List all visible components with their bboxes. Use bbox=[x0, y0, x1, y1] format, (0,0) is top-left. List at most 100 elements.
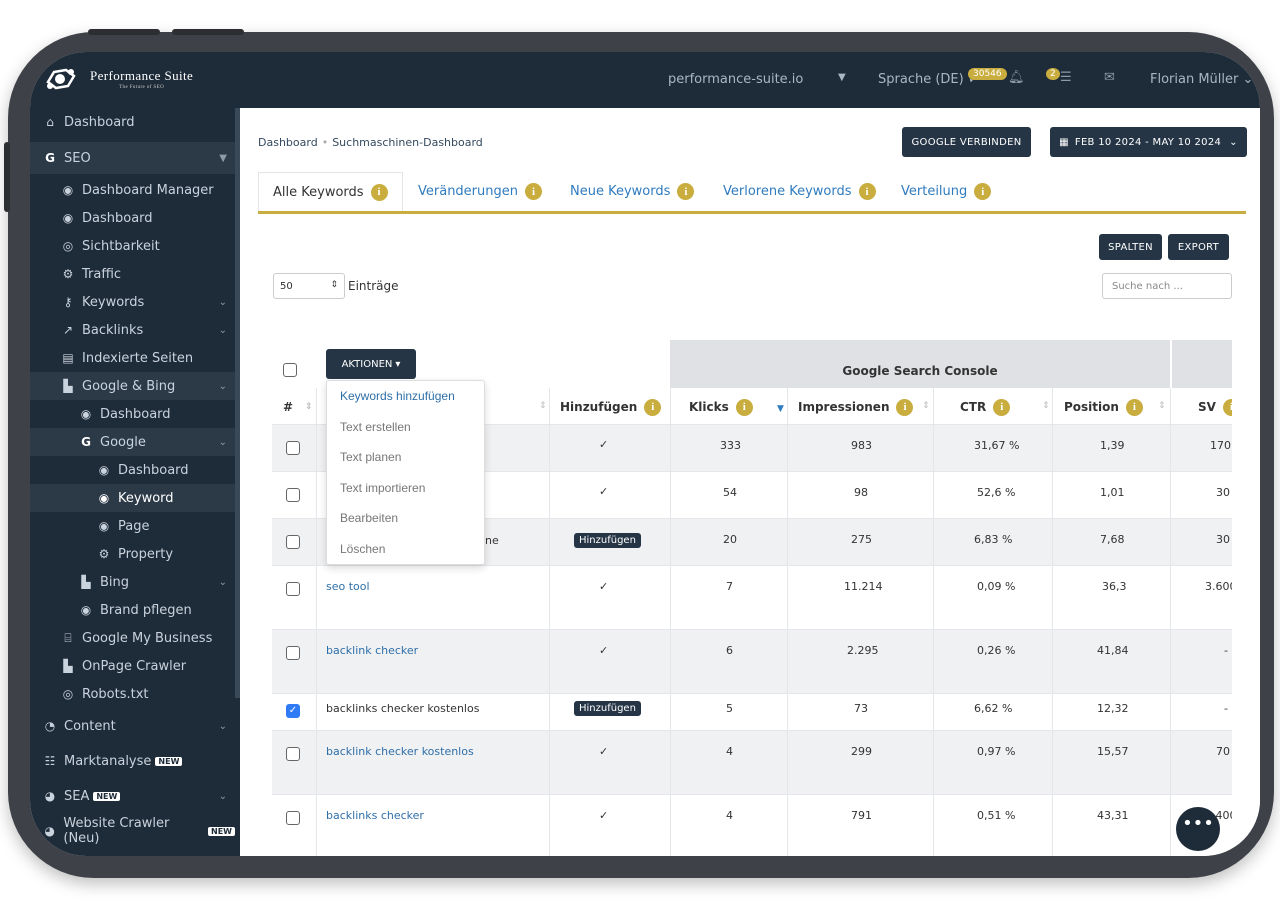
sidebar-item-sea[interactable]: ◕ SEA NEW ⌄ bbox=[30, 779, 235, 813]
table-row bbox=[272, 693, 1232, 730]
select-all-checkbox[interactable] bbox=[283, 363, 297, 377]
sv-cell: 30 bbox=[1216, 533, 1230, 546]
th-clicks[interactable]: Klicks i bbox=[689, 390, 753, 424]
th-ctr[interactable]: CTR i bbox=[960, 390, 1011, 424]
th-impressions[interactable]: Impressionen i bbox=[798, 390, 914, 424]
info-icon[interactable]: i bbox=[974, 183, 992, 200]
google-connect-button[interactable]: GOOGLE VERBINDEN bbox=[902, 127, 1031, 157]
logo[interactable]: Performance Suite The Future of SEO bbox=[44, 64, 193, 94]
sidebar-item-google-bing[interactable]: ▙ Google & Bing ⌄ bbox=[30, 372, 235, 400]
menu-item-create-text[interactable]: Text erstellen bbox=[340, 420, 411, 434]
sidebar-item-content[interactable]: ◔ Content ⌄ bbox=[30, 709, 235, 743]
row-checkbox[interactable] bbox=[286, 747, 300, 761]
tab-all-keywords[interactable]: Alle Keywords i bbox=[258, 172, 403, 211]
sidebar-label: Google My Business bbox=[82, 630, 213, 646]
page-size-select[interactable]: 50 ⇕ bbox=[273, 273, 345, 299]
row-checkbox[interactable] bbox=[286, 646, 300, 660]
domain-selector[interactable]: performance-suite.io bbox=[668, 72, 804, 87]
sidebar-item-dashboard[interactable]: ⌂ Dashboard bbox=[30, 108, 235, 136]
tab-distribution[interactable]: Verteilung i bbox=[901, 172, 992, 211]
info-icon[interactable]: i bbox=[735, 398, 753, 416]
sidebar-item-traffic[interactable]: ⚙ Traffic bbox=[30, 260, 235, 288]
list-icon[interactable]: ☰ bbox=[1060, 70, 1072, 85]
row-checkbox-checked[interactable]: ✓ bbox=[286, 704, 300, 718]
domain-caret-icon[interactable]: ▼ bbox=[838, 72, 846, 83]
add-keyword-button[interactable]: Hinzufügen bbox=[574, 533, 641, 548]
sidebar-item-robots[interactable]: ◎ Robots.txt bbox=[30, 680, 235, 708]
sidebar-item-crawler[interactable]: ◕ Website Crawler (Neu) NEW bbox=[30, 814, 235, 848]
sidebar-item-onpage[interactable]: ▙ OnPage Crawler bbox=[30, 652, 235, 680]
sort-icon[interactable]: ⇕ bbox=[1042, 401, 1050, 411]
info-icon[interactable]: i bbox=[525, 183, 542, 200]
tab-new-keywords[interactable]: Neue Keywords i bbox=[570, 172, 695, 211]
info-icon[interactable]: i bbox=[677, 183, 695, 200]
language-selector[interactable]: Sprache (DE) ✓ bbox=[878, 72, 979, 87]
sidebar-item-google-page[interactable]: ◉ Page bbox=[30, 512, 235, 540]
menu-item-delete[interactable]: Löschen bbox=[340, 542, 386, 556]
sidebar-label: Dashboard bbox=[100, 406, 171, 422]
sidebar-item-google-keyword[interactable]: ◉ Keyword bbox=[30, 484, 235, 512]
sidebar-item-bing[interactable]: ▙ Bing ⌄ bbox=[30, 568, 235, 596]
sort-icon[interactable]: ⇕ bbox=[922, 401, 930, 411]
sidebar-scrollbar[interactable] bbox=[235, 108, 240, 698]
screen: Performance Suite The Future of SEO perf… bbox=[30, 52, 1260, 856]
row-checkbox[interactable] bbox=[286, 811, 300, 825]
row-checkbox[interactable] bbox=[286, 488, 300, 502]
row-checkbox[interactable] bbox=[286, 441, 300, 455]
export-button[interactable]: EXPORT bbox=[1168, 234, 1229, 260]
chat-button[interactable]: ••• bbox=[1176, 807, 1220, 851]
impressions-cell: 2.295 bbox=[847, 644, 879, 657]
info-icon[interactable]: i bbox=[896, 398, 914, 416]
add-keyword-button[interactable]: Hinzufügen bbox=[574, 701, 641, 716]
user-menu[interactable]: Florian Müller ⌄ bbox=[1150, 72, 1253, 87]
sidebar-item-backlinks[interactable]: ↗ Backlinks ⌄ bbox=[30, 316, 235, 344]
row-checkbox[interactable] bbox=[286, 535, 300, 549]
info-icon[interactable]: i bbox=[1222, 398, 1232, 416]
breadcrumb-root[interactable]: Dashboard bbox=[258, 136, 318, 149]
keyword-link[interactable]: backlinks checker bbox=[326, 809, 424, 822]
th-position[interactable]: Position i bbox=[1064, 390, 1143, 424]
sort-icon[interactable]: ⇕ bbox=[1158, 401, 1166, 411]
menu-item-import-text[interactable]: Text importieren bbox=[340, 481, 426, 495]
bell-icon[interactable]: 🔔︎ bbox=[1008, 70, 1025, 85]
sidebar-item-brand[interactable]: ◉ Brand pflegen bbox=[30, 596, 235, 624]
sidebar-item-marktanalyse[interactable]: ☷ Marktanalyse NEW bbox=[30, 744, 235, 778]
sidebar-item-google-dashboard[interactable]: ◉ Dashboard bbox=[30, 456, 235, 484]
th-add[interactable]: Hinzufügen i bbox=[560, 390, 662, 424]
info-icon[interactable]: i bbox=[858, 183, 876, 200]
mail-icon[interactable]: ✉ bbox=[1104, 70, 1115, 85]
row-checkbox[interactable] bbox=[286, 582, 300, 596]
sidebar-item-sichtbarkeit[interactable]: ◎ Sichtbarkeit bbox=[30, 232, 235, 260]
sidebar-item-google[interactable]: G Google ⌄ bbox=[30, 428, 235, 456]
tab-changes[interactable]: Veränderungen i bbox=[418, 172, 542, 211]
info-icon[interactable]: i bbox=[644, 398, 662, 416]
sv-cell: 30 bbox=[1216, 486, 1230, 499]
sidebar-item-seo[interactable]: G SEO ▼ bbox=[30, 142, 235, 174]
sidebar-item-gb-dashboard[interactable]: ◉ Dashboard bbox=[30, 400, 235, 428]
keyword-link[interactable]: backlink checker bbox=[326, 644, 419, 657]
menu-item-plan-text[interactable]: Text planen bbox=[340, 450, 402, 464]
keyword-link[interactable]: seo tool bbox=[326, 580, 370, 593]
th-sv[interactable]: SV i bbox=[1198, 390, 1232, 424]
th-number[interactable]: # ⇕ bbox=[283, 390, 313, 424]
sidebar-item-seo-dashboard[interactable]: ◉ Dashboard bbox=[30, 204, 235, 232]
menu-item-add-keywords[interactable]: Keywords hinzufügen bbox=[340, 389, 455, 403]
date-range-button[interactable]: ▦ FEB 10 2024 - MAY 10 2024 ⌄ bbox=[1050, 127, 1247, 157]
info-icon[interactable]: i bbox=[1125, 398, 1143, 416]
store-icon: ⌸ bbox=[64, 630, 72, 645]
sidebar-item-dashboard-manager[interactable]: ◉ Dashboard Manager bbox=[30, 176, 235, 204]
sidebar-item-gmb[interactable]: ⌸ Google My Business bbox=[30, 624, 235, 652]
sidebar-item-google-property[interactable]: ⚙ Property bbox=[30, 540, 235, 568]
sidebar-item-indexierte-seiten[interactable]: ▤ Indexierte Seiten bbox=[30, 344, 235, 372]
info-icon[interactable]: i bbox=[993, 398, 1011, 416]
keyword-link[interactable]: backlink checker kostenlos bbox=[326, 745, 474, 758]
actions-button[interactable]: AKTIONEN ▾ bbox=[326, 349, 416, 379]
search-input[interactable]: Suche nach ... bbox=[1102, 273, 1232, 299]
sort-icon[interactable]: ⇕ bbox=[539, 401, 547, 411]
sort-desc-icon[interactable]: ▼ bbox=[777, 404, 784, 414]
tab-lost-keywords[interactable]: Verlorene Keywords i bbox=[723, 172, 876, 211]
menu-item-edit[interactable]: Bearbeiten bbox=[340, 511, 399, 525]
sidebar-item-keywords[interactable]: ⚷ Keywords ⌄ bbox=[30, 288, 235, 316]
info-icon[interactable]: i bbox=[370, 183, 388, 201]
columns-button[interactable]: SPALTEN bbox=[1099, 234, 1162, 260]
